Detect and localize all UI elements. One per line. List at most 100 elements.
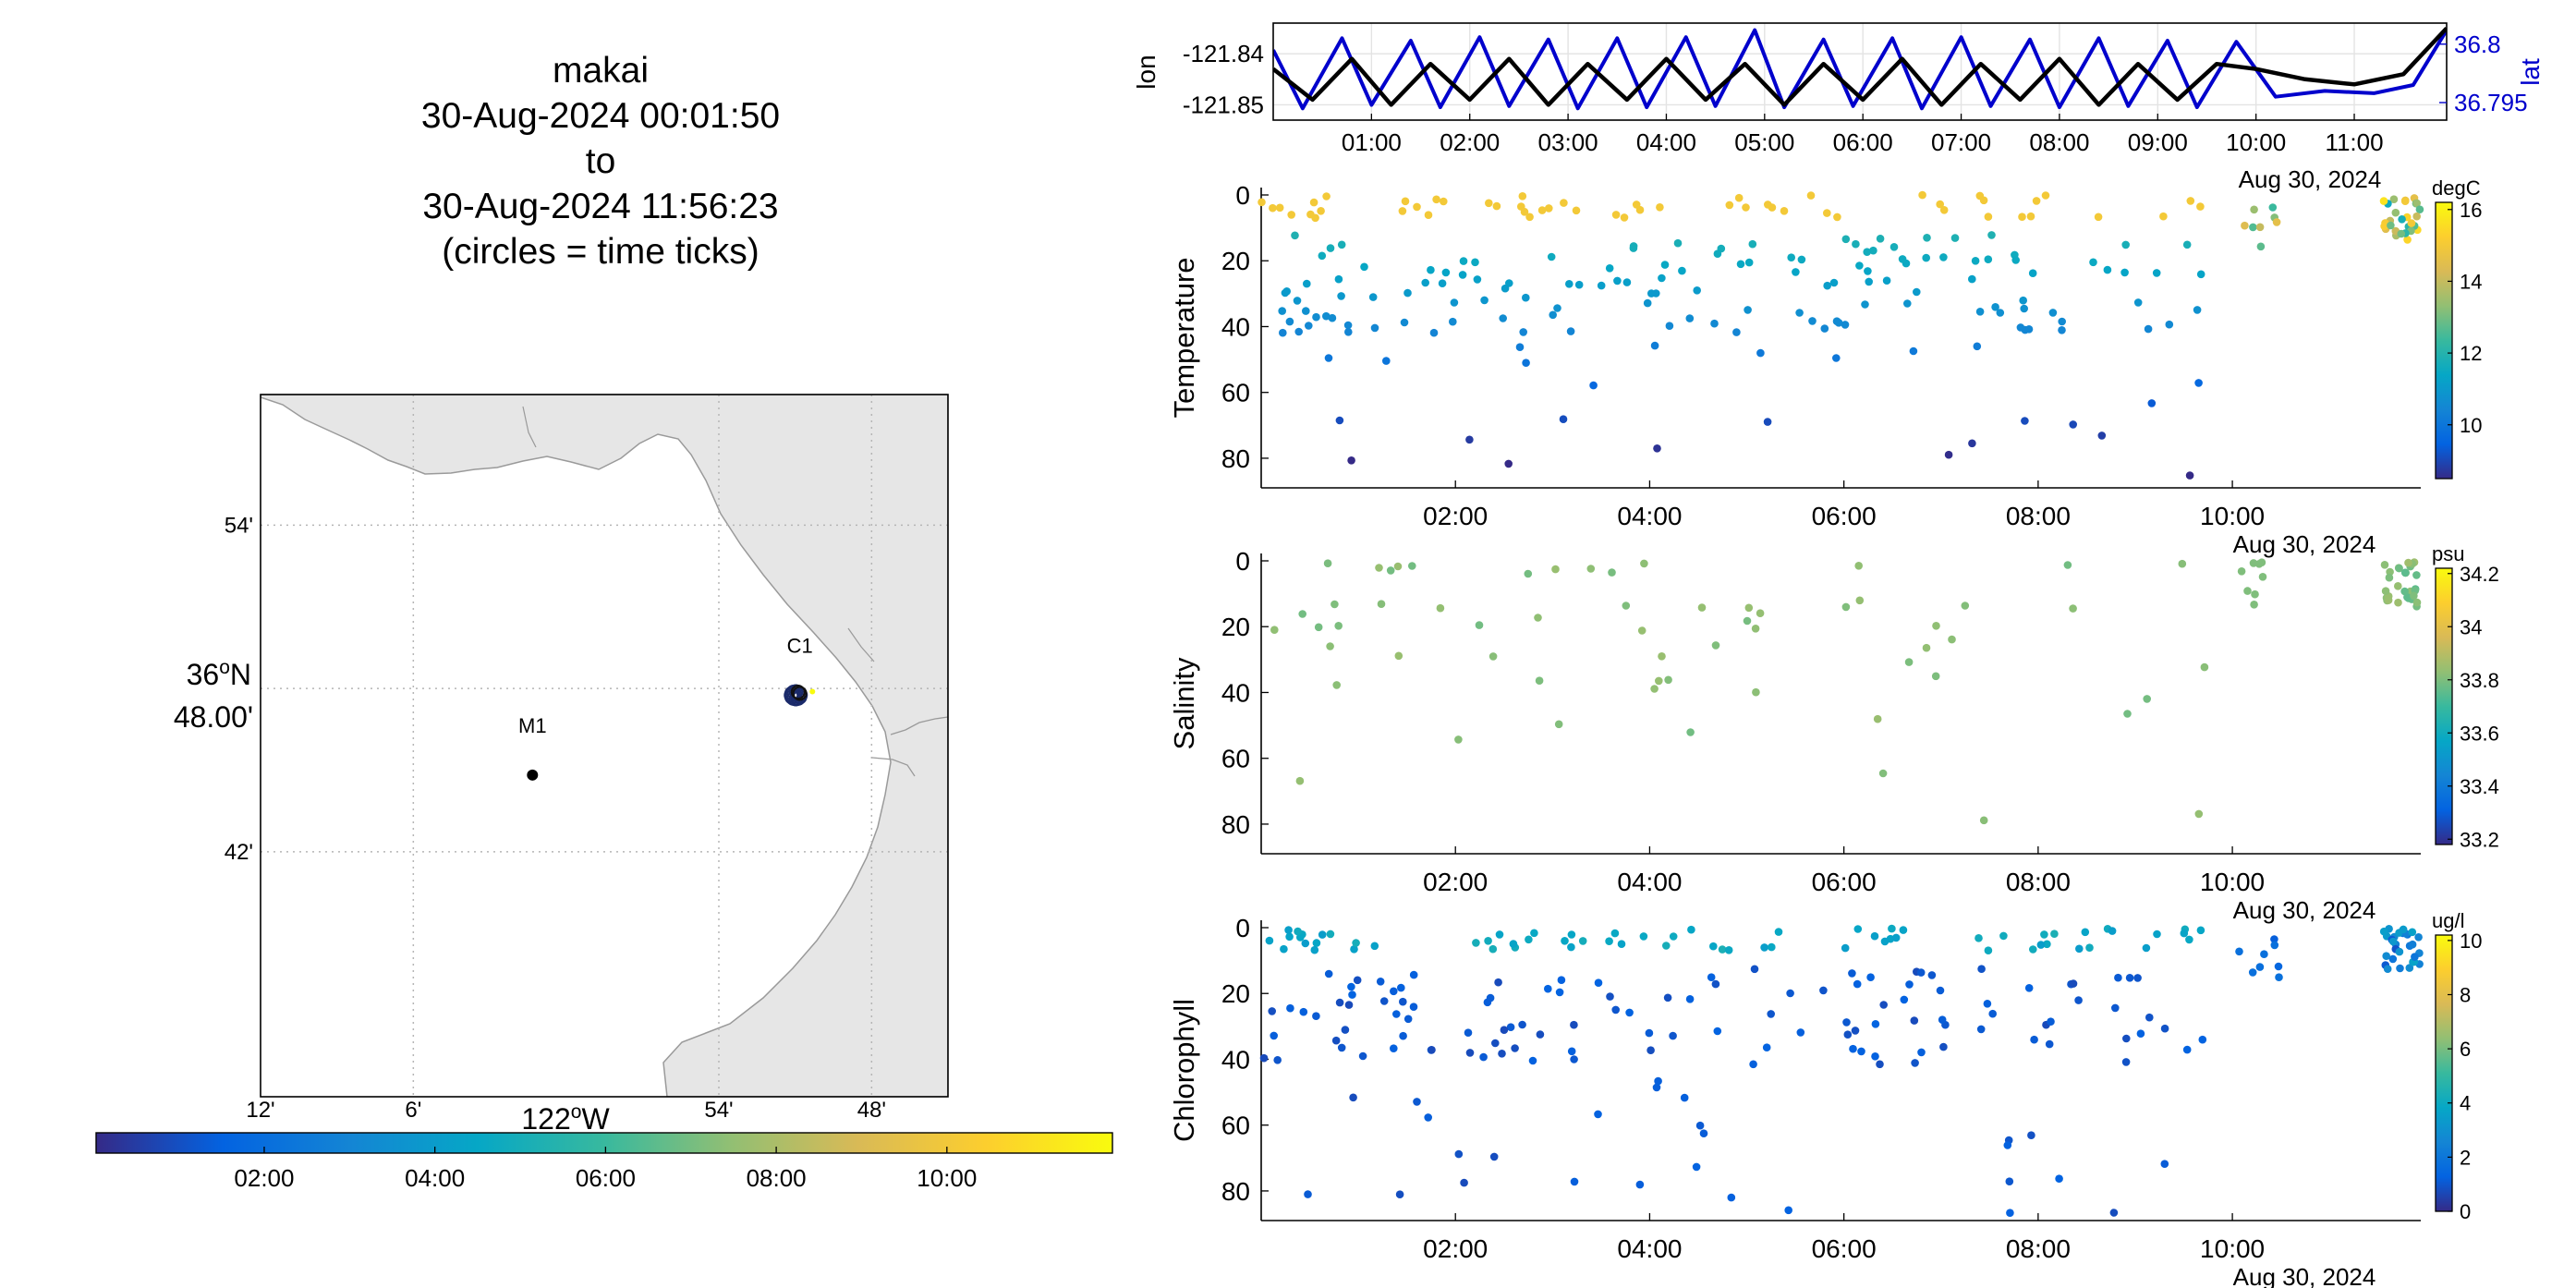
ts-x-tick-label: 01:00 bbox=[1342, 128, 1402, 156]
scatter-point bbox=[1710, 319, 1719, 328]
scatter-point bbox=[1968, 439, 1976, 448]
scatter-point bbox=[2387, 221, 2395, 230]
scatter-point bbox=[1650, 341, 1659, 350]
scatter-point bbox=[1905, 980, 1914, 989]
scatter-point bbox=[1732, 328, 1741, 336]
scatter-point bbox=[1399, 1031, 1407, 1040]
scatter-point bbox=[1736, 260, 1745, 269]
scatter-point bbox=[1485, 199, 1493, 208]
scatter-point bbox=[2020, 304, 2028, 313]
scatter-point bbox=[2275, 973, 2283, 981]
scatter-point bbox=[1458, 271, 1467, 279]
scatter-point bbox=[2063, 561, 2072, 569]
scatter-y-tick-label: 0 bbox=[1235, 181, 1250, 210]
lat-tick-label: 36.8 bbox=[2454, 30, 2501, 58]
scatter-point bbox=[1797, 255, 1806, 264]
scatter-point bbox=[1780, 207, 1789, 215]
scatter-point bbox=[2408, 940, 2417, 949]
scatter-point bbox=[1344, 328, 1353, 336]
scatter-point bbox=[1899, 926, 1908, 934]
scatter-point bbox=[1518, 1020, 1526, 1029]
scatter-point bbox=[1878, 769, 1888, 778]
scatter-point bbox=[2412, 199, 2421, 208]
scatter-point bbox=[2122, 1034, 2131, 1043]
scatter-point bbox=[2021, 417, 2029, 425]
scatter-point bbox=[1488, 652, 1498, 661]
scatter-point bbox=[1421, 278, 1429, 287]
scatter-point bbox=[2395, 947, 2404, 956]
scatter-point bbox=[2379, 927, 2388, 936]
scatter-point bbox=[2270, 935, 2278, 943]
scatter-point bbox=[1285, 932, 1294, 942]
scatter-point bbox=[2186, 197, 2195, 205]
scatter-point bbox=[1620, 213, 1629, 222]
scatter-point bbox=[1664, 675, 1672, 685]
scatter-point bbox=[1304, 1190, 1312, 1198]
scatter-point bbox=[1511, 1044, 1519, 1052]
scatter-point bbox=[1635, 1180, 1645, 1189]
scatter-point bbox=[1843, 1030, 1853, 1039]
scatter-point bbox=[1530, 929, 1538, 938]
scatter-point bbox=[2043, 940, 2051, 949]
scatter-point bbox=[1968, 274, 1976, 284]
scatter-point bbox=[1347, 982, 1355, 991]
scatter-point bbox=[1983, 1000, 1992, 1008]
scatter-point bbox=[1479, 1052, 1488, 1062]
scatter-point bbox=[1436, 603, 1445, 613]
scatter-point bbox=[1711, 979, 1720, 989]
scatter-point bbox=[1465, 1049, 1475, 1057]
scatter-point bbox=[1322, 311, 1331, 321]
scatter-point bbox=[1823, 209, 1831, 217]
salinas-channel bbox=[847, 627, 875, 662]
scatter-point bbox=[1534, 614, 1542, 622]
scatter-point bbox=[2036, 941, 2046, 949]
scatter-point bbox=[1376, 978, 1385, 986]
scatter-point bbox=[1750, 965, 1759, 974]
scatter-point bbox=[1270, 1031, 1278, 1040]
scatter-point bbox=[1427, 265, 1435, 274]
scatter-colorbar-tick-label: 0 bbox=[2460, 1200, 2471, 1223]
scatter-point bbox=[1518, 192, 1527, 200]
scatter-point bbox=[2114, 973, 2122, 982]
scatter-point bbox=[1756, 348, 1765, 358]
station-label: C1 bbox=[787, 634, 813, 657]
scatter-point bbox=[1386, 566, 1395, 575]
scatter-point bbox=[1931, 672, 1940, 681]
scatter-point bbox=[1279, 328, 1287, 337]
scatter-point bbox=[1403, 1015, 1413, 1024]
scatter-point bbox=[1535, 676, 1544, 685]
scatter-point bbox=[2028, 269, 2037, 278]
scatter-point bbox=[1326, 930, 1335, 939]
scatter-point bbox=[2069, 604, 2077, 613]
scatter-point bbox=[1724, 946, 1733, 954]
scatter-point bbox=[2178, 559, 2187, 568]
scatter-point bbox=[1944, 450, 1953, 459]
scatter-x-tick-label: 04:00 bbox=[1617, 1234, 1682, 1263]
ts-x-tick-label: 06:00 bbox=[1833, 128, 1893, 156]
scatter-point bbox=[2196, 926, 2205, 935]
scatter-y-tick-label: 20 bbox=[1221, 613, 1250, 641]
ts-x-tick-label: 11:00 bbox=[2325, 128, 2383, 156]
scatter-point bbox=[1337, 1043, 1346, 1052]
scatter-y-tick-label: 40 bbox=[1221, 1045, 1250, 1074]
scatter-point bbox=[1873, 714, 1882, 723]
salinity-panel: 0 20 40 60 80 02:00 04:00 06:00 08:00 10:00 Salini… bbox=[1168, 542, 2499, 924]
scatter-y-tick-label: 80 bbox=[1221, 444, 1250, 473]
scatter-point bbox=[1567, 930, 1576, 939]
scatter-point bbox=[1488, 944, 1498, 954]
scatter-point bbox=[1286, 1003, 1294, 1013]
scatter-point bbox=[2268, 203, 2278, 212]
scatter-point bbox=[1594, 1110, 1602, 1119]
scatter-point bbox=[1472, 939, 1480, 947]
scatter-point bbox=[1699, 1129, 1708, 1137]
scatter-point bbox=[2391, 208, 2400, 217]
scatter-point bbox=[1767, 1010, 1775, 1018]
scatter-point bbox=[1922, 643, 1931, 652]
scatter-point bbox=[1403, 288, 1412, 298]
scatter-point bbox=[1713, 1027, 1722, 1036]
scatter-point bbox=[1652, 289, 1660, 298]
scatter-point bbox=[1909, 346, 1918, 356]
scatter-point bbox=[2404, 558, 2412, 567]
scatter-point bbox=[1796, 1028, 1805, 1037]
